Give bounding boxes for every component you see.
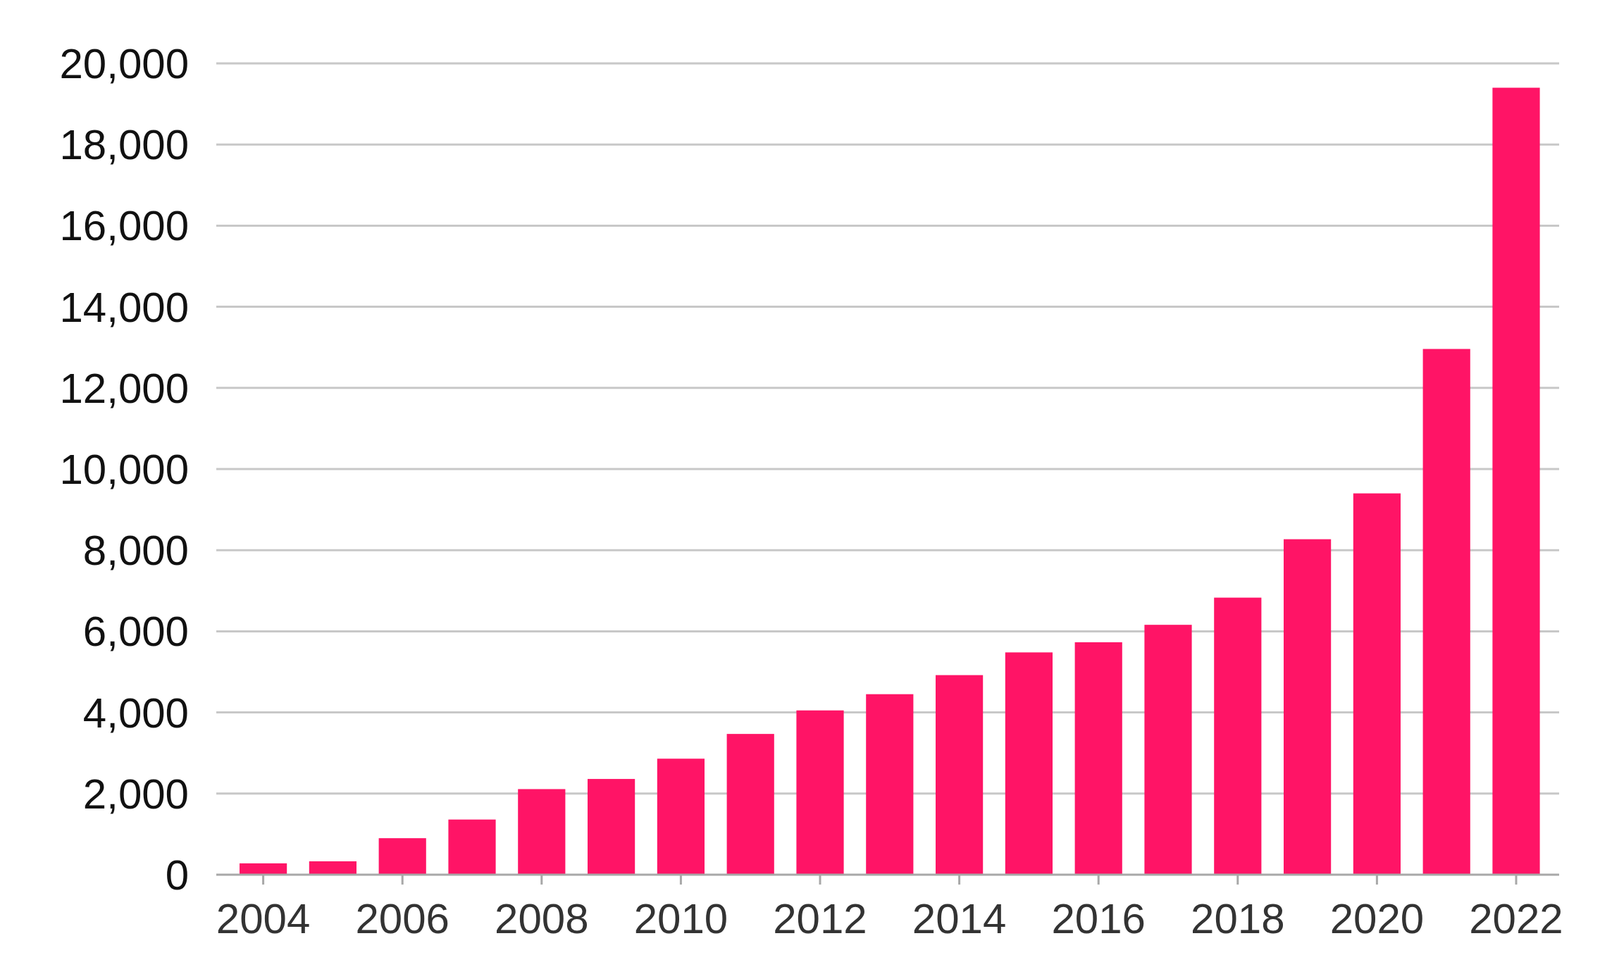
x-tick-label: 2014 [912, 895, 1007, 943]
chart-container: 0 2,000 4,000 6,000 8,000 10,000 12,000 14,000 1… [0, 0, 1600, 974]
x-tick [819, 875, 822, 885]
chart-svg: 0 2,000 4,000 6,000 8,000 10,000 12,000 14,000 1… [0, 0, 1600, 974]
x-tick [1097, 875, 1100, 885]
x-tick-label: 2022 [1468, 895, 1563, 943]
grid-line [216, 305, 1560, 308]
bar [865, 694, 914, 876]
bar [1144, 624, 1192, 876]
bar [796, 710, 844, 876]
bar [1423, 349, 1471, 876]
x-tick [1375, 875, 1379, 885]
y-tick-label: 8,000 [83, 526, 189, 575]
bars [239, 88, 1541, 876]
grid-line [216, 143, 1560, 146]
grid-line [216, 62, 1560, 65]
bar [1283, 539, 1331, 876]
y-tick-label: 12,000 [59, 364, 189, 413]
bar [309, 861, 357, 876]
bar [448, 820, 496, 876]
y-tick-label: 14,000 [59, 283, 189, 332]
bar [587, 779, 635, 876]
grid-line [216, 224, 1560, 227]
bar [1213, 598, 1262, 876]
bar [239, 863, 287, 876]
bar [1075, 642, 1123, 876]
bar [1353, 493, 1401, 876]
x-tick-label: 2008 [494, 895, 589, 943]
y-tick-label: 0 [165, 851, 189, 899]
bar [1492, 88, 1540, 876]
x-tick [1236, 875, 1239, 885]
grid-line [216, 386, 1560, 389]
bar [379, 838, 427, 876]
y-tick-label: 2,000 [83, 770, 189, 818]
x-tick-label: 2004 [216, 895, 310, 943]
x-tick-label: 2016 [1051, 895, 1145, 943]
grid-line [216, 468, 1560, 471]
x-tick-label: 2018 [1190, 895, 1285, 943]
bar [727, 734, 775, 876]
y-tick-label: 18,000 [59, 121, 189, 169]
bar [1005, 652, 1053, 876]
x-tick-label: 2012 [772, 895, 867, 943]
x-tick [262, 875, 265, 885]
bar [517, 789, 566, 876]
x-tick [1515, 875, 1518, 885]
x-tick [540, 875, 543, 885]
y-tick-label: 16,000 [59, 202, 189, 250]
y-tick-label: 4,000 [83, 689, 189, 737]
x-tick [679, 875, 682, 885]
x-tick [958, 875, 961, 885]
x-axis-line [216, 874, 1560, 877]
y-tick-label: 20,000 [59, 40, 189, 88]
x-tick-label: 2006 [355, 895, 449, 943]
y-tick-label: 10,000 [59, 445, 189, 494]
x-tick-label: 2010 [634, 895, 728, 943]
x-tick [401, 875, 404, 885]
x-tick-label: 2020 [1330, 895, 1424, 943]
bar [935, 675, 983, 876]
bar [657, 758, 705, 876]
y-tick-label: 6,000 [83, 608, 189, 656]
